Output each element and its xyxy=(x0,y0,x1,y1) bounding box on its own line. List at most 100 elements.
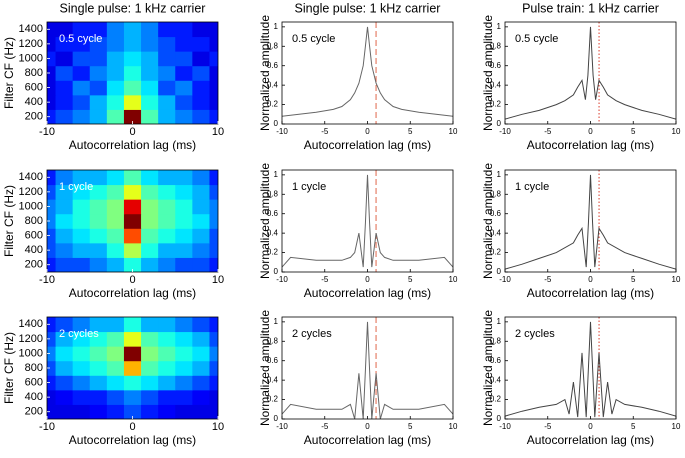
heat-cell xyxy=(106,80,125,96)
heat-cell xyxy=(158,94,176,110)
x-tick-label: -10 xyxy=(499,275,511,284)
heat-cell xyxy=(158,170,176,186)
curve xyxy=(282,174,453,268)
x-tick-label: 10 xyxy=(449,127,458,136)
heat-cell xyxy=(158,317,176,333)
heat-cell xyxy=(89,228,108,244)
heat-cell xyxy=(192,109,210,124)
y-tick-label: 0.4 xyxy=(490,80,502,89)
heat-cell xyxy=(175,242,193,258)
heat-cell xyxy=(141,242,159,258)
heat-cell xyxy=(55,213,74,229)
y-tick-label: 200 xyxy=(25,259,43,271)
x-tick-label: 0 xyxy=(129,274,135,286)
annotation: 0.5 cycle xyxy=(59,33,102,45)
heat-cell xyxy=(106,346,125,362)
x-axis-label: Autocorrelation lag (ms) xyxy=(69,286,196,300)
heat-cell xyxy=(192,242,210,258)
heat-cell xyxy=(72,213,91,229)
heat-cell xyxy=(89,94,108,110)
y-tick-label: 0.4 xyxy=(267,375,279,384)
heat-cell xyxy=(175,404,193,419)
heat-cell xyxy=(72,94,91,110)
heat-cell xyxy=(123,257,142,272)
heat-cell xyxy=(175,199,193,215)
x-tick-label: -10 xyxy=(39,274,55,286)
heat-cell xyxy=(123,65,142,81)
y-tick-label: 0 xyxy=(497,119,502,128)
heat-cell xyxy=(47,389,57,405)
heat-cell xyxy=(55,80,74,96)
curve xyxy=(505,174,676,270)
x-tick-label: -5 xyxy=(544,422,552,431)
panel: -10 -5 0 5 10 0 0.2 0.4 0.6 0.8 1 Autocorrelation l… xyxy=(258,1,458,152)
heat-cell xyxy=(209,228,218,244)
heat-cell xyxy=(158,257,176,272)
heat-cell xyxy=(72,317,91,333)
heat-cell xyxy=(192,80,210,96)
heat-cell xyxy=(175,389,193,405)
heat-cell xyxy=(175,94,193,110)
panel-title: Pulse train: 1 kHz carrier xyxy=(522,1,659,15)
x-tick-label: 5 xyxy=(631,275,636,284)
x-tick-label: 10 xyxy=(449,275,458,284)
x-tick-label: 10 xyxy=(449,422,458,431)
y-axis-label: Normalized amplitude xyxy=(481,15,495,131)
heat-cell xyxy=(72,375,91,391)
y-tick-label: 1200 xyxy=(19,333,43,345)
x-axis-label: Autocorrelation lag (ms) xyxy=(527,138,654,152)
y-axis-label: Filter CF (Hz) xyxy=(2,332,16,404)
y-tick-label: 0.4 xyxy=(267,80,279,89)
y-axis-label: Normalized amplitude xyxy=(481,310,495,426)
heat-cell xyxy=(47,170,57,186)
heat-cell xyxy=(106,36,125,52)
heat-cell xyxy=(209,199,218,215)
panel: -10 -5 0 5 10 0 0.2 0.4 0.6 0.8 1 Autocorrelation l… xyxy=(481,310,681,448)
y-tick-label: 1200 xyxy=(19,186,43,198)
heat-cell xyxy=(192,404,210,419)
heat-cell xyxy=(158,389,176,405)
panel: -10 0 10 200 400 600 800 1000 1200 1400 Autocorrel… xyxy=(2,169,224,300)
heat-cell xyxy=(209,317,218,333)
heat-cell xyxy=(55,331,74,347)
heat-cell xyxy=(123,242,142,258)
y-tick-label: 0.6 xyxy=(267,209,279,218)
x-tick-label: 5 xyxy=(631,422,636,431)
y-tick-label: 0.8 xyxy=(267,41,279,50)
heat-cell xyxy=(89,404,108,419)
heat-cell xyxy=(209,109,218,124)
y-axis-label: Normalized amplitude xyxy=(258,310,272,426)
heat-cell xyxy=(158,331,176,347)
x-tick-label: -10 xyxy=(499,127,511,136)
x-tick-label: -5 xyxy=(321,422,329,431)
x-axis-label: Autocorrelation lag (ms) xyxy=(304,138,431,152)
heat-cell xyxy=(209,94,218,110)
y-tick-label: 400 xyxy=(25,244,43,256)
heat-cell xyxy=(106,404,125,419)
x-tick-label: 0 xyxy=(588,127,593,136)
heat-cell xyxy=(175,317,193,333)
heat-cell xyxy=(55,375,74,391)
heat-cell xyxy=(175,80,193,96)
heat-cell xyxy=(158,213,176,229)
annotation: 2 cycles xyxy=(515,328,555,340)
heat-cell xyxy=(192,170,210,186)
heat-cell xyxy=(55,360,74,376)
y-tick-label: 800 xyxy=(25,67,43,79)
heat-cell xyxy=(141,65,159,81)
heat-cell xyxy=(123,94,142,110)
panel: -10 0 10 200 400 600 800 1000 1200 1400 Autocorrel… xyxy=(2,1,224,152)
x-tick-label: -10 xyxy=(276,127,288,136)
x-tick-label: -10 xyxy=(276,422,288,431)
heat-cell xyxy=(209,257,218,272)
heat-cell xyxy=(47,228,57,244)
heat-cell xyxy=(89,36,108,52)
heat-cell xyxy=(141,360,159,376)
heat-cell xyxy=(175,257,193,272)
x-tick-label: 10 xyxy=(672,422,681,431)
heat-cell xyxy=(141,22,159,38)
y-tick-label: 0 xyxy=(497,414,502,423)
heat-cell xyxy=(55,22,74,38)
heat-cell xyxy=(89,346,108,362)
heat-cell xyxy=(106,242,125,258)
